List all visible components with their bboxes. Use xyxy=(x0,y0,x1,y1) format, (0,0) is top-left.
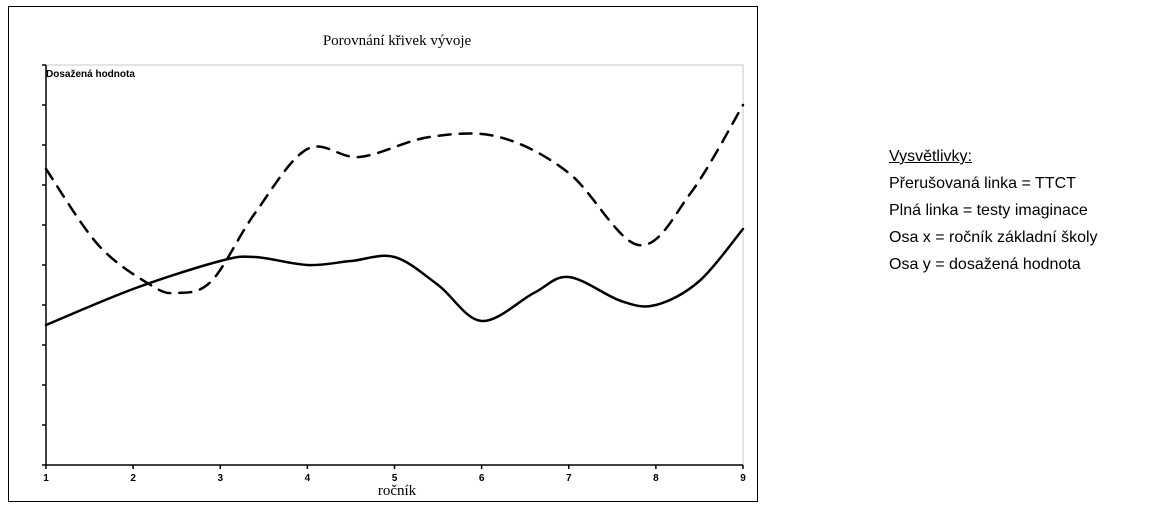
x-tick-label: 6 xyxy=(479,473,485,484)
series-line-dashed xyxy=(44,103,745,295)
legend-line-x-axis: Osa x = ročník základní školy xyxy=(889,229,1098,246)
x-tick-label: 3 xyxy=(217,473,223,484)
y-axis-label: Dosažená hodnota xyxy=(46,69,135,80)
x-axis-ticks: 1 2 3 4 5 6 7 8 9 xyxy=(43,465,746,484)
plot-area-border xyxy=(45,64,744,466)
line-chart: Porovnání křivek vývoje Dosažená hodnota… xyxy=(42,33,746,499)
legend-line-dashed: Přerušovaná linka = TTCT xyxy=(889,175,1076,192)
series-layer xyxy=(44,103,745,327)
legend-line-solid: Plná linka = testy imaginace xyxy=(889,202,1088,219)
x-tick-label: 7 xyxy=(566,473,572,484)
x-tick-label: 9 xyxy=(740,473,746,484)
x-tick-label: 8 xyxy=(653,473,659,484)
chart-title: Porovnání křivek vývoje xyxy=(323,33,472,49)
x-tick-label: 5 xyxy=(392,473,398,484)
x-axis-label: ročník xyxy=(378,483,417,499)
legend-line-y-axis: Osa y = dosažená hodnota xyxy=(889,256,1081,273)
x-tick-label: 2 xyxy=(130,473,136,484)
x-tick-label: 1 xyxy=(43,473,49,484)
series-line-solid xyxy=(44,227,745,327)
chart-frame: Porovnání křivek vývoje Dosažená hodnota… xyxy=(8,6,758,502)
legend-box: Vysvětlivky: Přerušovaná linka = TTCT Pl… xyxy=(889,143,1098,278)
x-tick-label: 4 xyxy=(305,473,311,484)
legend-heading: Vysvětlivky: xyxy=(889,148,972,165)
